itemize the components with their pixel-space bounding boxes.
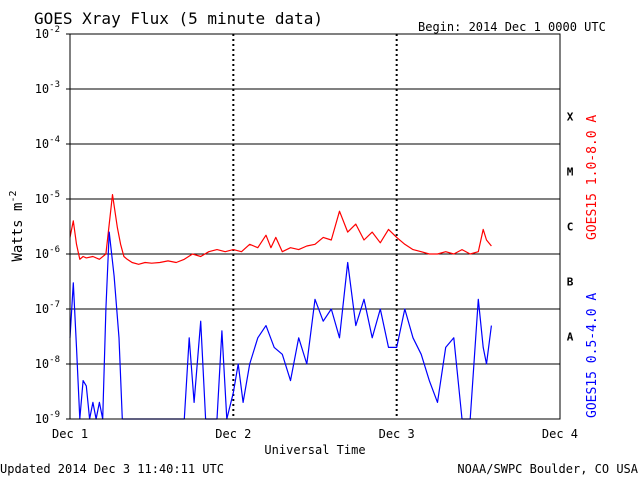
x-axis-label: Universal Time [264,443,365,457]
y-tick-label: 10-4 [35,135,60,151]
legend-label-short: GOES15 0.5-4.0 A [585,293,600,418]
y-tick-label: 10-2 [35,25,60,41]
x-tick-label: Dec 3 [379,427,415,441]
flare-class-label: A [567,331,574,344]
x-tick-label: Dec 4 [542,427,578,441]
y-tick-label: 10-6 [35,245,60,261]
y-tick-label: 10-8 [35,355,60,371]
series-line-1 [69,231,492,420]
x-tick-label: Dec 1 [52,427,88,441]
series-layer [69,194,492,420]
flare-class-label: C [567,221,574,234]
updated-timestamp: Updated 2014 Dec 3 11:40:11 UTC [0,462,224,476]
y-tick-label: 10-7 [35,300,60,316]
y-axis-label-text: Watts m [10,203,26,262]
x-tick-label: Dec 2 [215,427,251,441]
x-ticks: Dec 1 Dec 2 Dec 3 Dec 4 [52,427,578,441]
series-line-0 [69,194,492,265]
y-ticks: 10-9 10-8 10-7 10-6 10-5 10-4 10-3 10-2 [35,25,70,426]
flare-class-labels: A B C M X [567,111,574,344]
legend-blue: GOES15 0.5-4.0 A [585,293,600,418]
gridlines [70,34,560,419]
y-tick-label: 10-5 [35,190,60,206]
y-tick-label: 10-3 [35,80,60,96]
legend-red: GOES15 1.0-8.0 A [585,115,600,240]
y-tick-label: 10-9 [35,410,60,426]
svg-text:Watts m-2: Watts m-2 [8,190,26,261]
flare-class-label: X [567,111,574,124]
plot-frame [69,33,561,420]
begin-label: Begin: 2014 Dec 1 0000 UTC [418,20,606,34]
chart-title: GOES Xray Flux (5 minute data) [34,9,323,28]
y-axis-label: Watts m-2 [8,190,26,261]
y-axis-label-sup: -2 [8,190,19,202]
legend-label-long: GOES15 1.0-8.0 A [585,115,600,240]
source-credit: NOAA/SWPC Boulder, CO USA [457,462,638,476]
flare-class-label: M [567,166,574,179]
flare-class-label: B [567,276,574,289]
